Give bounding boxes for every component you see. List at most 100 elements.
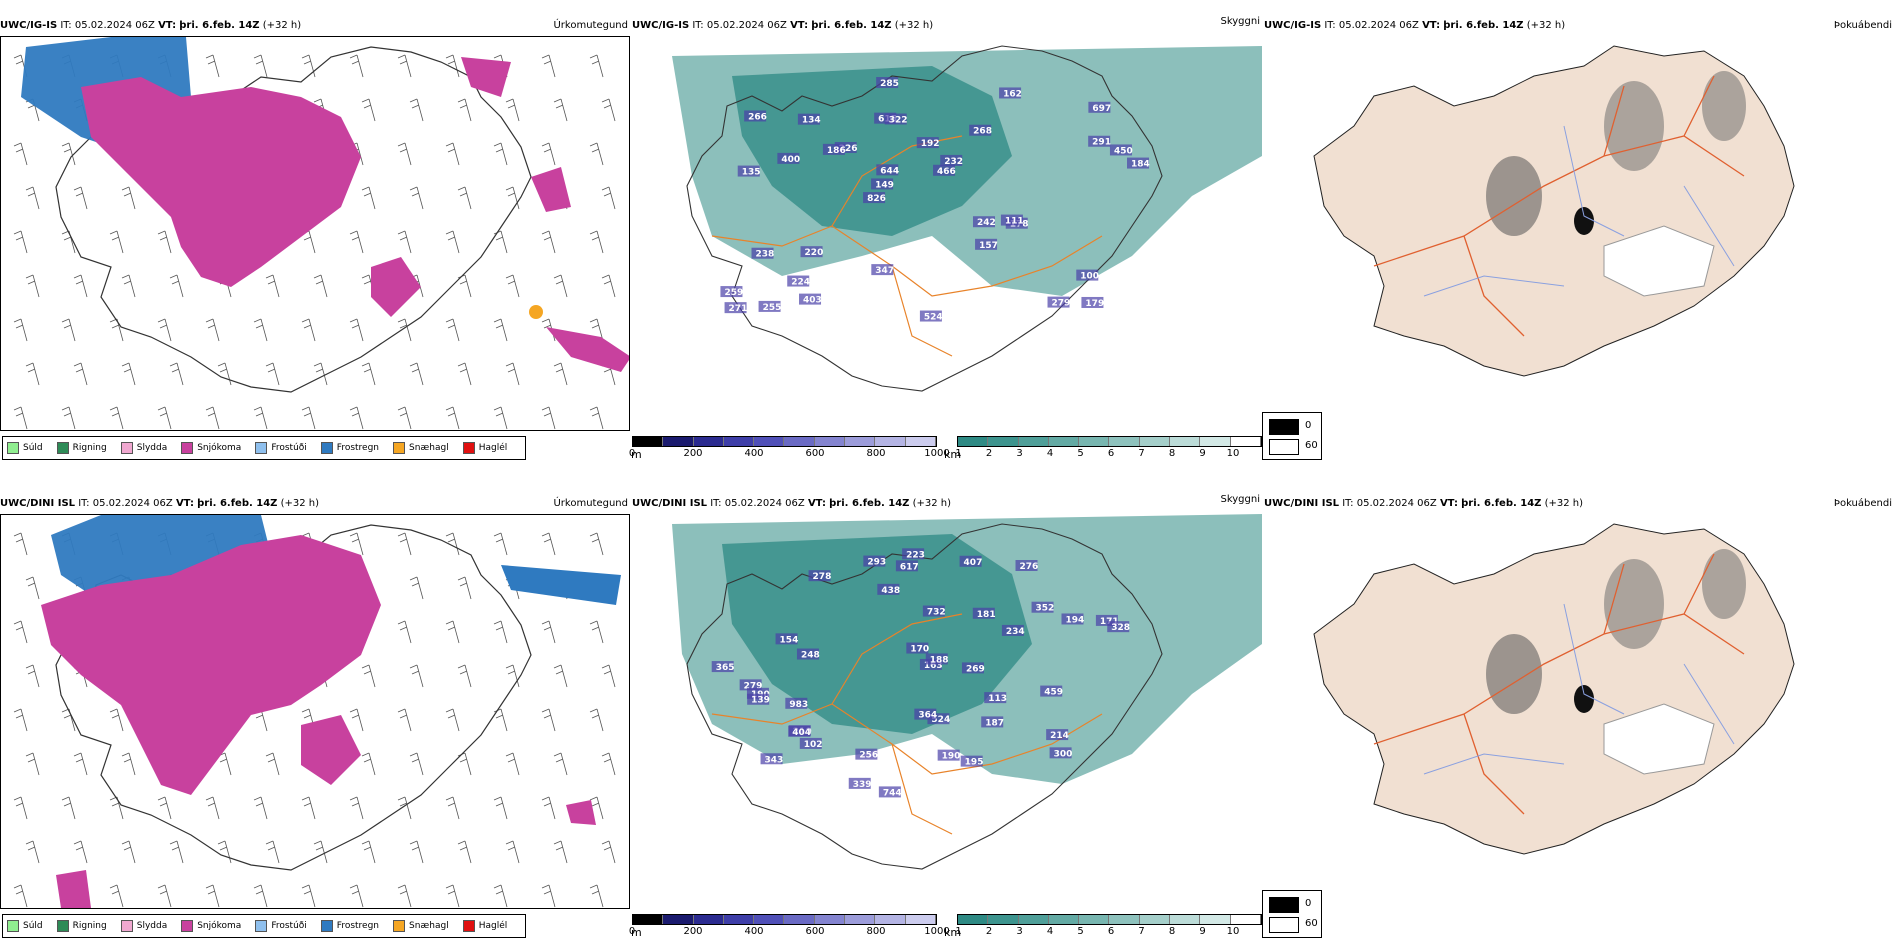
legend-label: Haglél [478, 443, 508, 453]
visibility-panel-row1: UWC/IG-IS IT: 05.02.2024 06Z VT: þri. 6.… [629, 0, 1262, 465]
height-label-bg [777, 152, 800, 164]
colorbar-segment [693, 437, 724, 446]
height-label: 404 [792, 728, 811, 738]
wind-barb [349, 884, 364, 908]
wind-barb [205, 318, 220, 342]
wind-barb [121, 362, 136, 386]
height-label: 192 [921, 139, 940, 149]
height-label: 617 [900, 562, 919, 572]
wind-barb [541, 708, 556, 732]
wind-barb [301, 318, 316, 342]
wind-barb [361, 186, 376, 210]
vt-value: þri. 6.feb. 14Z [197, 498, 278, 509]
lead-time: (+32 h) [1544, 498, 1584, 509]
wind-barb [217, 840, 232, 864]
precip-legend: Súld Rigning Slydda Snjókoma Frostúði Frostre… [2, 914, 527, 938]
wind-barb [13, 532, 28, 556]
wind-barb [265, 752, 280, 776]
height-label: 149 [875, 180, 894, 190]
visibility-colorbar: 1 2 3 4 5 6 7 8 9 10 km [944, 436, 1262, 462]
colorbar-segment [905, 915, 936, 924]
lead-time: (+32 h) [912, 498, 952, 509]
height-label-bg [972, 216, 995, 228]
ceiling-colorbar: 0 200 400 600 800 1000 m [629, 436, 950, 462]
fog-gray-3 [1702, 549, 1746, 619]
wind-barb [157, 406, 172, 430]
colorbar-tick: 4 [1046, 448, 1054, 459]
height-label: 256 [859, 751, 878, 761]
wind-barb [253, 884, 268, 908]
colorbar-tick: 5 [1077, 926, 1084, 937]
wind-barb [205, 54, 220, 78]
legend-item: Súld [7, 920, 43, 932]
wind-barb [541, 532, 556, 556]
height-label: 102 [804, 740, 823, 750]
wind-barb [493, 142, 508, 166]
fog-legend-swatch-black [1269, 897, 1299, 913]
height-label-bg [981, 716, 1004, 728]
colorbar-segment [1048, 915, 1080, 924]
wind-barb [541, 620, 556, 644]
model-name: UWC/IG-IS [1264, 20, 1322, 31]
vt-label: VT: [158, 20, 177, 31]
precip-type-panel-row2: UWC/DINI ISL IT: 05.02.2024 06Z VT: þri.… [0, 478, 630, 943]
height-label: 163 [924, 661, 943, 671]
height-label-bg [895, 560, 918, 572]
wind-barb [589, 406, 604, 430]
height-label: 279 [1052, 299, 1071, 309]
wind-barb [253, 796, 268, 820]
wind-barb [61, 796, 76, 820]
snow-area-south [301, 715, 361, 785]
wind-barb [601, 752, 616, 776]
panel-title: Úrkomutegund [553, 20, 628, 31]
wind-barb [409, 98, 424, 122]
height-label-bg [933, 164, 956, 176]
colorbar-tick: 400 [744, 926, 764, 937]
wind-barb [445, 54, 460, 78]
height-label: 234 [1006, 627, 1025, 637]
legend-swatch [181, 920, 194, 932]
model-name: UWC/IG-IS [0, 20, 58, 31]
colorbar-tick: 3 [1016, 926, 1023, 937]
height-label-bg [984, 692, 1007, 704]
colorbar-segment [633, 437, 664, 446]
panel-header: UWC/DINI ISL IT: 05.02.2024 06Z VT: þri.… [632, 494, 1262, 512]
colorbar-segment [784, 915, 815, 924]
height-label-bg [959, 555, 982, 567]
height-label: 187 [985, 718, 1004, 728]
height-label: 343 [765, 755, 784, 765]
vt-label: VT: [807, 498, 826, 509]
legend-item: Haglél [462, 442, 508, 454]
legend-label: Snæhagl [409, 443, 449, 453]
height-label: 438 [881, 586, 900, 596]
colorbar-segment [905, 437, 936, 446]
legend-label: Rigning [72, 443, 107, 453]
snow-area-east [531, 167, 571, 212]
legend-item: Frostregn [320, 442, 379, 454]
lead-time: (+32 h) [894, 20, 934, 31]
legend-item: Snæhagl [393, 920, 449, 932]
height-label-bg [871, 178, 894, 190]
height-label: 364 [918, 711, 937, 721]
colorbar-tick: 400 [744, 448, 764, 459]
height-label-bg [775, 633, 798, 645]
legend-swatch [56, 920, 69, 932]
wind-barb [109, 796, 124, 820]
wind-barb [505, 362, 520, 386]
fog-gray-3 [1702, 71, 1746, 141]
height-label-bg [1081, 296, 1104, 308]
wind-barb [301, 884, 316, 908]
colorbar-segment [1170, 437, 1201, 446]
wind-barb [61, 406, 76, 430]
wind-barb [349, 54, 364, 78]
height-label-bg [1046, 729, 1069, 741]
legend-label: Slydda [136, 921, 168, 931]
fog-legend-swatch-black [1269, 419, 1299, 435]
wind-barb [445, 142, 460, 166]
colorbar-segment [1018, 915, 1049, 924]
wind-barb [205, 884, 220, 908]
vt-value: þri. 6.feb. 14Z [1461, 498, 1542, 509]
legend-swatch [320, 920, 333, 932]
colorbar-segment [1079, 915, 1110, 924]
height-label: 248 [801, 651, 820, 661]
